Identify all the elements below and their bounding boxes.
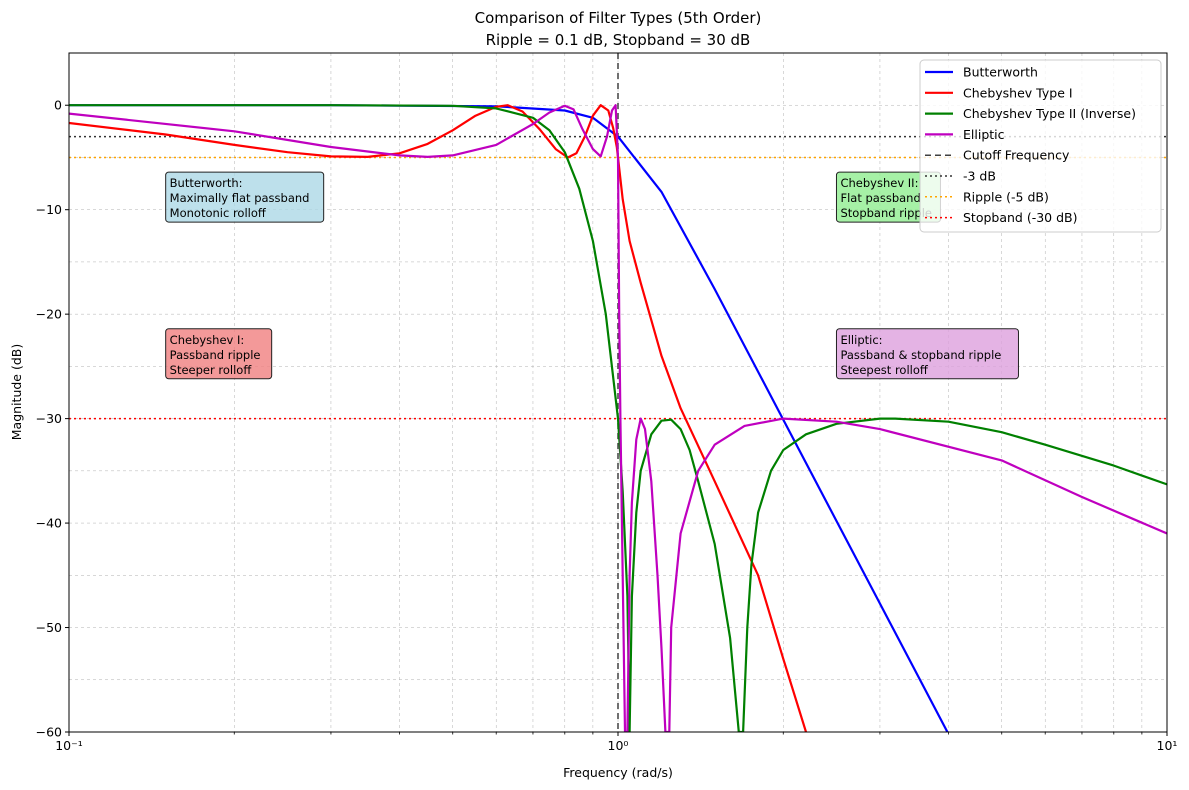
- chart-title: Comparison of Filter Types (5th Order): [475, 9, 762, 27]
- x-tick-label: 10⁻¹: [55, 738, 83, 753]
- y-tick-label: −20: [36, 307, 62, 322]
- x-tick-label: 10¹: [1157, 738, 1178, 753]
- y-tick-label: −30: [36, 411, 62, 426]
- annotation-text: Passband & stopband ripple: [840, 348, 1001, 362]
- y-axis-label: Magnitude (dB): [9, 344, 24, 440]
- legend-label: Butterworth: [963, 65, 1038, 80]
- legend-label: -3 dB: [963, 169, 996, 184]
- x-axis-label: Frequency (rad/s): [563, 765, 673, 780]
- series-line: [69, 104, 1167, 732]
- y-tick-label: 0: [54, 98, 62, 113]
- legend-label: Chebyshev Type II (Inverse): [963, 106, 1136, 121]
- annotation-boxes: Butterworth:Maximally flat passbandMonot…: [165, 171, 1019, 380]
- annotation-text: Butterworth:: [170, 176, 243, 190]
- annotation-text: Flat passband: [840, 191, 920, 205]
- y-tick-label: −50: [36, 620, 62, 635]
- legend-label: Chebyshev Type I: [963, 85, 1073, 100]
- annotation-text: Chebyshev II:: [840, 176, 918, 190]
- annotation-text: Maximally flat passband: [170, 191, 310, 205]
- y-tick-label: −60: [36, 725, 62, 740]
- series-group: [69, 104, 1167, 732]
- legend-label: Ripple (-5 dB): [963, 189, 1049, 204]
- annotation-box: [165, 171, 325, 223]
- annotation-text: Elliptic:: [840, 333, 882, 347]
- annotation-text: Stopband ripple: [840, 206, 932, 220]
- legend-label: Elliptic: [963, 127, 1005, 142]
- y-tick-label: −10: [36, 202, 62, 217]
- annotation-box: [835, 328, 1019, 380]
- annotation-text: Passband ripple: [170, 348, 261, 362]
- legend-label: Cutoff Frequency: [963, 148, 1070, 163]
- series-line: [69, 104, 808, 732]
- annotation-text: Chebyshev I:: [170, 333, 245, 347]
- x-tick-label: 10⁰: [608, 738, 629, 753]
- annotation-text: Steepest rolloff: [840, 363, 928, 377]
- series-line: [69, 104, 1167, 732]
- annotation-box: [165, 328, 273, 380]
- chart-subtitle: Ripple = 0.1 dB, Stopband = 30 dB: [486, 31, 751, 49]
- legend-box: [919, 59, 1162, 233]
- annotation-text: Steeper rolloff: [170, 363, 253, 377]
- annotation-text: Monotonic rolloff: [170, 206, 267, 220]
- x-axis-ticks: 10⁻¹ 10⁰ 10¹: [55, 732, 1177, 753]
- legend-label: Stopband (-30 dB): [963, 210, 1078, 225]
- y-axis-ticks: 0 −10 −20 −30 −40 −50 −60: [36, 98, 69, 740]
- legend: Butterworth Chebyshev Type I Chebyshev Typ…: [919, 59, 1162, 233]
- y-tick-label: −40: [36, 516, 62, 531]
